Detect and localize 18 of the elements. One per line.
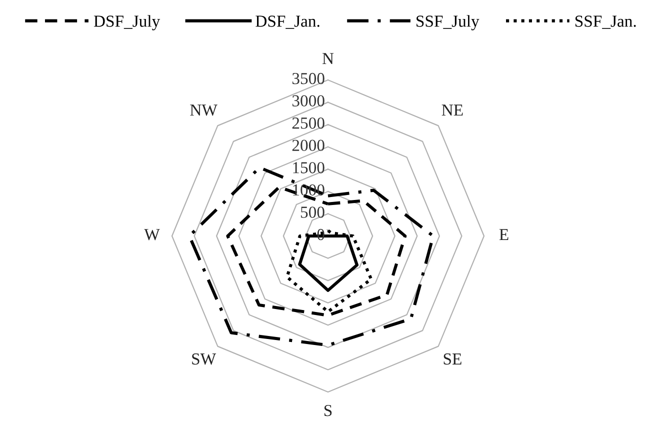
y-tick-label: 500 [300,206,324,218]
legend-label: DSF_Jan. [256,16,320,29]
legend-label: DSF_July [94,15,160,30]
spoke-label: S [324,404,332,416]
spoke-label: E [499,229,508,240]
y-tick-label: 3500 [292,72,324,84]
spoke-label: SE [444,353,462,365]
spoke-label: SW [192,353,216,365]
spoke-label: N [322,53,334,64]
y-tick-label: 2500 [292,117,324,129]
y-tick-label: 3000 [292,95,324,106]
spoke-label: NW [190,104,218,116]
y-tick-label: 2000 [292,140,324,152]
legend-label: SSF_Jan. [575,16,636,29]
spoke-label: NE [442,104,463,116]
y-tick-label: 1500 [293,162,324,174]
spoke-label: W [144,229,160,240]
legend-label: SSF_July [416,15,480,30]
